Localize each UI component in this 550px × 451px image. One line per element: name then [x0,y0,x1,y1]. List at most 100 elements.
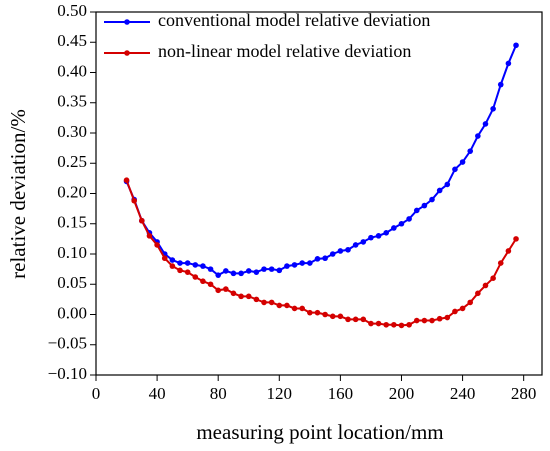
data-point [184,269,191,275]
y-axis-label: relative deviation/% [6,109,30,279]
data-point [322,311,328,318]
y-tick-label: 0.25 [57,152,87,171]
data-point [406,216,412,222]
data-point [261,299,267,306]
legend-label: non-linear model relative deviation [158,41,411,61]
data-point [352,242,359,248]
data-point [368,320,374,327]
data-point [513,236,519,242]
data-point [161,255,168,262]
y-tick-label: 0.15 [57,213,87,232]
data-point [505,60,512,67]
data-point [169,263,176,269]
data-point [490,275,496,282]
data-point [207,281,214,288]
data-point [505,248,512,254]
x-tick-label: 80 [210,384,227,403]
x-tick-label: 120 [267,384,293,403]
data-point [314,256,321,262]
y-tick-label: 0.05 [57,273,87,292]
data-point [383,321,390,328]
data-point [452,308,458,315]
data-point [307,309,313,316]
data-point [421,317,428,324]
data-point [360,316,367,323]
data-point [345,246,351,253]
data-point [314,309,321,316]
x-tick-label: 160 [328,384,354,403]
data-point [467,148,474,154]
data-point [497,81,504,88]
data-point [123,177,130,183]
x-axis-label: measuring point location/mm [196,420,443,444]
y-tick-label: 0.45 [57,31,87,50]
series-line [125,179,517,327]
data-point [444,181,451,188]
data-point [436,187,443,194]
data-point [131,197,137,204]
data-point [184,260,191,266]
series-line [125,44,517,277]
legend-label: conventional model relative deviation [158,10,430,30]
data-point [207,266,214,272]
data-point [337,313,344,320]
data-point [215,272,221,278]
data-point [429,317,435,324]
y-tick-label: −0.10 [48,364,87,383]
data-point [391,225,397,231]
x-tick-label: 40 [149,384,166,403]
data-point [490,106,496,112]
data-point [268,299,275,306]
data-point [444,314,451,321]
y-tick-label: 0.10 [57,243,87,262]
data-point [475,290,481,297]
data-point [238,293,244,300]
x-tick-label: 240 [450,384,476,403]
y-tick-label: −0.05 [48,334,87,353]
x-tick-label: 280 [511,384,537,403]
y-tick-label: 0.35 [57,92,87,111]
data-point [307,260,313,266]
data-point [322,255,328,262]
data-point [329,251,336,257]
data-point [276,302,283,309]
data-point [291,305,298,312]
y-tick-label: 0.30 [57,122,87,141]
data-point [192,274,199,280]
data-point [192,262,199,268]
x-tick-label: 0 [92,384,101,403]
data-point [375,233,382,239]
data-point [284,263,290,269]
data-point [436,315,443,322]
y-tick-label: 0.40 [57,61,87,80]
data-point [177,260,183,266]
data-point [177,267,183,274]
data-point [513,42,519,49]
data-point [245,293,252,300]
data-point [146,233,153,239]
data-point [429,196,435,203]
y-tick-label: 0.20 [57,182,87,201]
data-point [253,296,260,303]
data-point [375,320,382,327]
data-point [329,313,336,320]
data-point [368,234,374,241]
data-point [154,242,160,248]
data-point [406,321,412,328]
data-point [452,166,458,173]
data-point [245,268,252,274]
x-tick-label: 200 [389,384,415,403]
data-point [482,121,489,127]
data-point [391,321,397,328]
data-point [261,266,267,272]
data-point [169,257,176,263]
plot-frame [95,11,543,376]
data-point [383,230,390,236]
data-point [200,263,206,269]
data-point [345,316,351,323]
data-point [497,260,504,266]
data-point [413,207,420,214]
data-point [200,278,206,285]
data-point [482,282,489,289]
data-point [352,316,359,323]
